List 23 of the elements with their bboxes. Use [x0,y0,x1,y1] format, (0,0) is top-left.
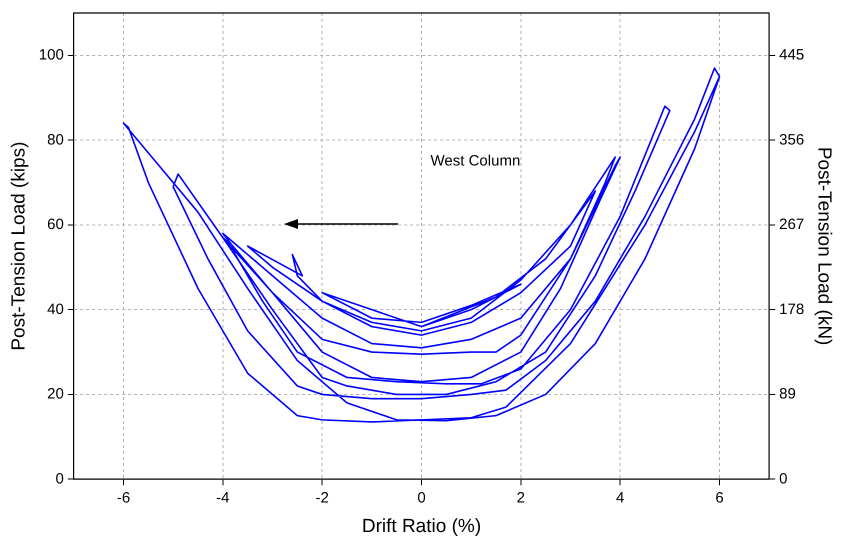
x-tick-label: 2 [516,489,526,506]
x-tick-label: -6 [116,489,130,506]
y-axis-title: Post-Tension Load (kips) [8,142,30,351]
y2-tick-label: 89 [779,386,796,403]
y-tick-label: 60 [47,216,64,234]
y2-tick-label: 356 [779,131,804,148]
y-tick-label: 40 [47,300,64,318]
x-tick-label: 4 [616,489,624,506]
x-tick-label: -2 [315,489,329,506]
x-tick-label: 6 [715,489,724,506]
y-tick-label: 100 [38,46,64,64]
y2-tick-label: 445 [779,46,804,64]
y2-tick-label: 178 [779,300,804,318]
x-tick-label: -4 [216,489,230,506]
y-tick-label: 0 [55,470,64,488]
text: West Column [430,152,520,170]
y-tick-label: 20 [47,386,64,403]
y2-axis-title: Post-Tension Load (kN) [813,146,834,346]
x-axis-title: Drift Ratio (%) [362,516,482,537]
y2-tick-label: 267 [779,216,804,234]
x-tick-label: 0 [417,489,426,506]
y-tick-label: 80 [47,131,64,148]
y2-tick-label: 0 [779,470,788,488]
